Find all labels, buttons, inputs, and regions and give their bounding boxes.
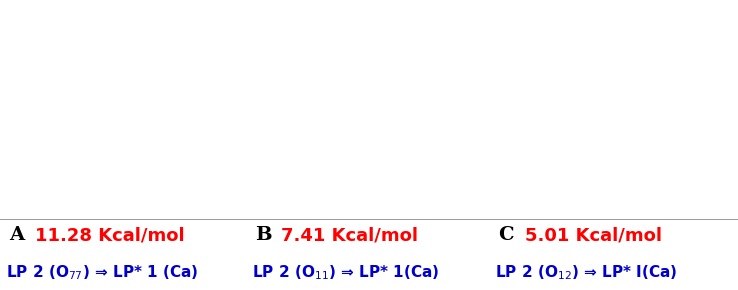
Text: B: B [255,226,272,244]
Text: LP 2 (O$_{12}$) ⇒ LP* I(Ca): LP 2 (O$_{12}$) ⇒ LP* I(Ca) [495,263,677,282]
Text: C: C [498,226,514,244]
Text: LP 2 (O$_{77}$) ⇒ LP* 1 (Ca): LP 2 (O$_{77}$) ⇒ LP* 1 (Ca) [6,263,199,282]
Text: LP 2 (O$_{11}$) ⇒ LP* 1(Ca): LP 2 (O$_{11}$) ⇒ LP* 1(Ca) [252,263,439,282]
Text: 7.41 Kcal/mol: 7.41 Kcal/mol [281,226,418,244]
Text: 11.28 Kcal/mol: 11.28 Kcal/mol [35,226,185,244]
Text: A: A [9,226,24,244]
Text: 5.01 Kcal/mol: 5.01 Kcal/mol [525,226,662,244]
